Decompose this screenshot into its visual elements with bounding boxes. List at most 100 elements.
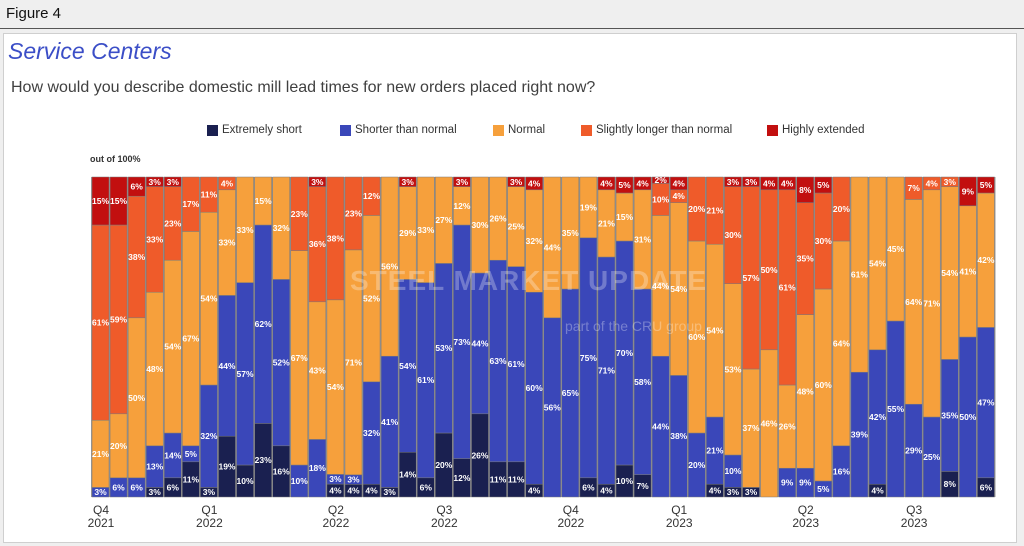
figure-label: Figure 4 bbox=[6, 5, 62, 22]
bar-value-label: 65% bbox=[562, 388, 579, 398]
bar-segment bbox=[760, 176, 778, 191]
legend-item-shorter-than-normal: Shorter than normal bbox=[340, 122, 457, 138]
bar-value-label: 67% bbox=[182, 334, 199, 344]
x-tick-year: 2023 bbox=[792, 516, 820, 530]
bar-value-label: 35% bbox=[797, 254, 814, 264]
bar-value-label: 35% bbox=[562, 228, 579, 238]
bar-segment bbox=[471, 176, 489, 274]
bar-segment bbox=[977, 176, 995, 194]
chart-title: Service Centers bbox=[8, 38, 172, 64]
bar-value-label: 2% bbox=[655, 175, 668, 185]
bar-segment bbox=[489, 176, 507, 261]
bar-value-label: 10% bbox=[652, 194, 669, 204]
bar-segment bbox=[561, 176, 580, 290]
bar-segment bbox=[362, 176, 381, 216]
bar-segment bbox=[796, 176, 814, 203]
bar-value-label: 6% bbox=[130, 182, 143, 192]
x-tick-label: Q3 2023 bbox=[884, 504, 944, 530]
bar-value-label: 4% bbox=[763, 178, 776, 188]
bar-segment bbox=[435, 176, 453, 264]
bar-value-label: 58% bbox=[634, 377, 651, 387]
bar-value-label: 61% bbox=[851, 270, 868, 280]
bar-value-label: 48% bbox=[146, 364, 163, 374]
bar-value-label: 53% bbox=[435, 343, 452, 353]
bar-segment bbox=[742, 176, 760, 187]
legend-swatch bbox=[581, 124, 592, 136]
bar-value-label: 32% bbox=[526, 236, 543, 246]
bar-value-label: 21% bbox=[706, 206, 723, 216]
bar-value-label: 3% bbox=[347, 475, 360, 485]
bar-segment bbox=[633, 176, 652, 191]
bar-value-label: 57% bbox=[743, 273, 760, 283]
bar-value-label: 70% bbox=[616, 348, 633, 358]
bar-segment bbox=[904, 176, 923, 200]
bar-segment bbox=[453, 176, 471, 187]
bar-value-label: 5% bbox=[817, 180, 830, 190]
bar-value-label: 63% bbox=[490, 356, 507, 366]
bar-value-label: 53% bbox=[724, 364, 741, 374]
bar-segment bbox=[109, 176, 128, 226]
bar-value-label: 60% bbox=[526, 383, 543, 393]
bar-segment bbox=[615, 176, 634, 194]
legend-label: Highly extended bbox=[782, 124, 865, 136]
x-tick-year: 2022 bbox=[557, 516, 585, 530]
x-tick-label: Q3 2022 bbox=[414, 504, 474, 530]
bar-value-label: 6% bbox=[980, 482, 993, 492]
bar-value-label: 5% bbox=[817, 484, 830, 494]
bar-value-label: 4% bbox=[709, 486, 722, 496]
bar-value-label: 4% bbox=[781, 178, 794, 188]
bar-value-label: 54% bbox=[941, 268, 958, 278]
bar-value-label: 26% bbox=[490, 214, 507, 224]
bar-value-label: 3% bbox=[745, 177, 758, 187]
legend-swatch bbox=[767, 124, 778, 136]
bar-value-label: 12% bbox=[363, 191, 380, 201]
bar-segment bbox=[724, 176, 742, 187]
bar-value-label: 13% bbox=[146, 462, 163, 472]
bar-value-label: 56% bbox=[544, 402, 561, 412]
bar-segment bbox=[922, 176, 941, 191]
bar-value-label: 20% bbox=[110, 441, 127, 451]
bar-value-label: 61% bbox=[508, 359, 525, 369]
x-tick-label: Q2 2022 bbox=[306, 504, 366, 530]
bar-segment bbox=[814, 176, 833, 194]
bar-segment bbox=[380, 176, 399, 357]
bar-segment bbox=[669, 176, 688, 191]
bar-segment bbox=[651, 176, 670, 184]
y-axis-note: out of 100% bbox=[90, 154, 141, 164]
bar-value-label: 6% bbox=[582, 482, 595, 492]
x-tick-year: 2022 bbox=[322, 516, 350, 530]
x-tick-label: Q2 2023 bbox=[776, 504, 836, 530]
bar-value-label: 61% bbox=[417, 375, 434, 385]
bar-value-label: 38% bbox=[327, 233, 344, 243]
bar-value-label: 29% bbox=[905, 446, 922, 456]
bar-value-label: 67% bbox=[291, 353, 308, 363]
bar-value-label: 4% bbox=[221, 178, 234, 188]
bar-segment bbox=[417, 176, 435, 283]
bar-value-label: 71% bbox=[345, 357, 362, 367]
bar-value-label: 32% bbox=[363, 428, 380, 438]
bar-segment bbox=[145, 176, 164, 187]
bar-value-label: 54% bbox=[200, 294, 217, 304]
bar-segment bbox=[525, 176, 543, 191]
bar-value-label: 56% bbox=[381, 262, 398, 272]
bar-value-label: 54% bbox=[327, 382, 344, 392]
bar-value-label: 9% bbox=[799, 478, 812, 488]
bar-segment bbox=[832, 176, 851, 242]
bar-value-label: 45% bbox=[887, 244, 904, 254]
bar-value-label: 75% bbox=[580, 353, 597, 363]
bar-value-label: 62% bbox=[255, 319, 272, 329]
x-tick-label: Q1 2022 bbox=[179, 504, 239, 530]
bar-value-label: 3% bbox=[944, 177, 957, 187]
legend-item-slightly-longer: Slightly longer than normal bbox=[581, 122, 732, 138]
bar-value-label: 10% bbox=[616, 476, 633, 486]
bar-value-label: 61% bbox=[779, 282, 796, 292]
x-tick-quarter: Q2 bbox=[797, 503, 814, 517]
bar-value-label: 15% bbox=[110, 196, 127, 206]
bar-value-label: 25% bbox=[508, 222, 525, 232]
bar-value-label: 3% bbox=[149, 177, 162, 187]
bar-value-label: 5% bbox=[980, 180, 993, 190]
bar-segment bbox=[579, 176, 598, 239]
bar-value-label: 23% bbox=[345, 208, 362, 218]
bar-segment bbox=[236, 176, 254, 283]
bar-value-label: 33% bbox=[218, 238, 235, 248]
